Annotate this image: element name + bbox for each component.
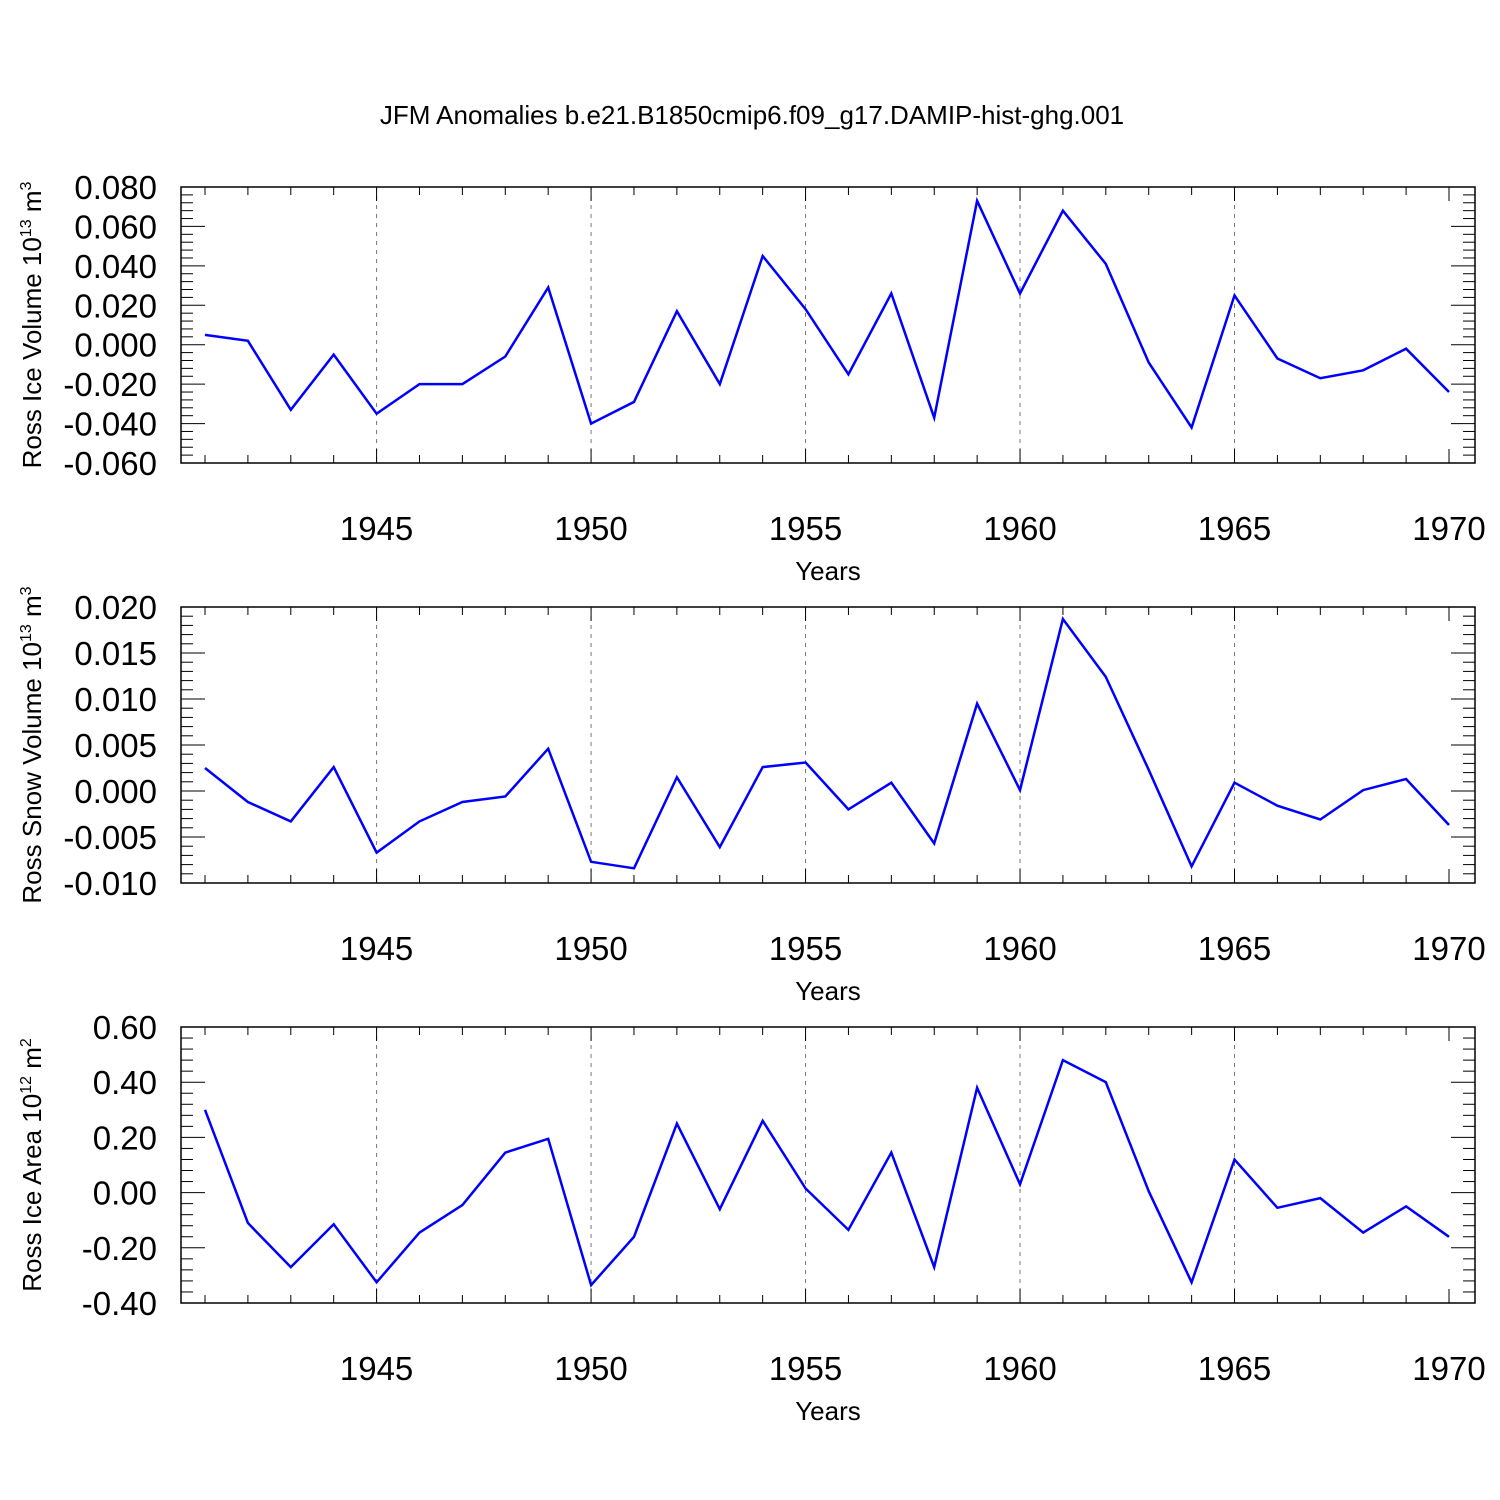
chart-title: JFM Anomalies b.e21.B1850cmip6.f09_g17.D… <box>380 100 1124 130</box>
series-line <box>204 616 1450 870</box>
x-tick-label: 1955 <box>769 510 842 547</box>
x-tick-label: 1960 <box>983 510 1056 547</box>
y-tick-label: 0.000 <box>74 327 157 364</box>
y-axis-title-part: Ross Ice Volume 10 <box>17 237 47 468</box>
y-tick-label: -0.005 <box>63 819 157 856</box>
y-tick-label: 0.020 <box>74 287 157 324</box>
x-tick-label: 1960 <box>983 930 1056 967</box>
y-axis-title: Ross Snow Volume 1013 m3 <box>17 586 47 903</box>
x-tick-label: 1960 <box>983 1350 1056 1387</box>
x-tick-label: 1970 <box>1412 930 1485 967</box>
y-tick-label: 0.020 <box>74 589 157 626</box>
plot-frame <box>180 1026 1476 1304</box>
x-tick-label: 1945 <box>340 510 413 547</box>
y-tick-label: 0.080 <box>74 169 157 206</box>
x-tick-label: 1945 <box>340 1350 413 1387</box>
y-tick-label: 0.20 <box>93 1119 157 1156</box>
plot-frame <box>180 606 1476 884</box>
x-tick-label: 1950 <box>554 510 627 547</box>
y-tick-label: 0.040 <box>74 248 157 285</box>
y-axis-superscript: 3 <box>18 586 35 595</box>
chart-panel-2: -0.010 -0.005 0.000 0.005 0.010 0.015 0.020 194… <box>17 586 1486 1006</box>
y-tick-label: 0.005 <box>74 727 157 764</box>
y-tick-label: 0.60 <box>93 1009 157 1046</box>
y-axis-title: Ross Ice Volume 1013 m3 <box>17 181 47 468</box>
x-tick-label: 1955 <box>769 1350 842 1387</box>
y-axis-title-part: m <box>17 190 47 219</box>
series-line <box>203 1058 1450 1288</box>
x-tick-label: 1965 <box>1198 510 1271 547</box>
y-tick-label: 0.010 <box>74 681 157 718</box>
y-axis-superscript: 3 <box>18 181 35 190</box>
plot-frame <box>180 186 1476 464</box>
y-axis-title: Ross Ice Area 1012 m2 <box>17 1038 47 1292</box>
y-axis-title-part: Ross Snow Volume 10 <box>17 642 47 904</box>
y-axis-title-part: m <box>17 1047 47 1076</box>
y-tick-label: -0.20 <box>82 1230 157 1267</box>
series-line <box>204 196 1450 431</box>
chart-panel-1: -0.060-0.040-0.0200.0000.0200.0400.0600.… <box>17 169 1486 586</box>
y-tick-label: 0.015 <box>74 635 157 672</box>
y-axis-title-part: Ross Ice Area 10 <box>17 1094 47 1292</box>
y-tick-label: 0.060 <box>74 208 157 245</box>
x-tick-label: 1955 <box>769 930 842 967</box>
y-axis-superscript: 13 <box>18 624 35 642</box>
y-axis-superscript: 12 <box>18 1076 35 1094</box>
y-tick-label: -0.020 <box>63 366 157 403</box>
y-tick-label: -0.060 <box>63 445 157 482</box>
y-tick-label: 0.000 <box>74 773 157 810</box>
x-tick-label: 1950 <box>554 930 627 967</box>
x-tick-label: 1970 <box>1412 1350 1485 1387</box>
y-tick-label: -0.40 <box>82 1285 157 1322</box>
x-tick-label: 1950 <box>554 1350 627 1387</box>
x-axis-title: Years <box>795 556 861 586</box>
x-tick-label: 1945 <box>340 930 413 967</box>
x-axis-title: Years <box>795 1396 861 1426</box>
x-tick-label: 1965 <box>1198 930 1271 967</box>
y-axis-title-part: m <box>17 595 47 624</box>
x-tick-label: 1965 <box>1198 1350 1271 1387</box>
y-tick-label: 0.40 <box>93 1064 157 1101</box>
y-tick-label: -0.040 <box>63 406 157 443</box>
x-axis-title: Years <box>795 976 861 1006</box>
chart-panel-3: -0.40 -0.20 0.00 0.20 0.40 0.60 1945 1950 1955 19… <box>17 1009 1486 1426</box>
y-tick-label: -0.010 <box>63 865 157 902</box>
y-axis-superscript: 13 <box>18 219 35 237</box>
x-tick-label: 1970 <box>1412 510 1485 547</box>
y-tick-label: 0.00 <box>93 1175 157 1212</box>
y-axis-superscript: 2 <box>18 1038 35 1047</box>
